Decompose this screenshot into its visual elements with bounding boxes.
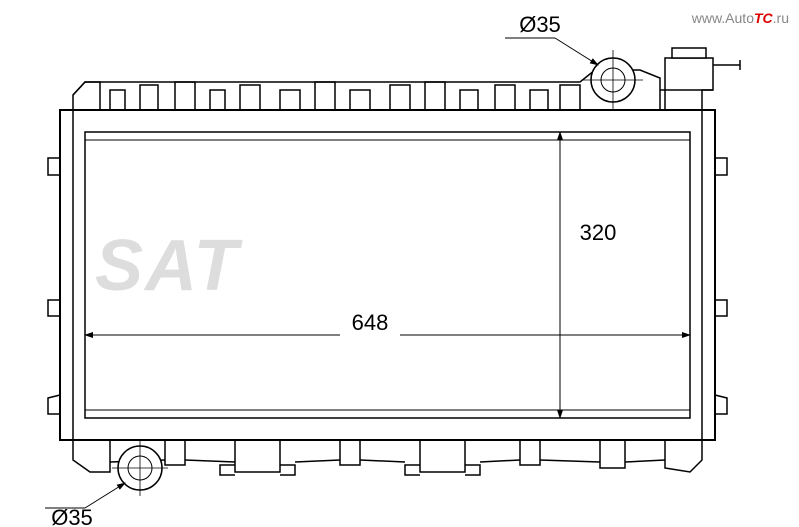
width-dimension-label: 648 (352, 310, 389, 335)
height-dimension-label: 320 (580, 220, 617, 245)
watermark-suffix: .ru (773, 10, 789, 26)
watermark-prefix: www.Auto (692, 10, 754, 26)
bottom-tank-profile (73, 440, 702, 475)
diameter-bottom-label: Ø35 (51, 505, 93, 527)
radiator-diagram: SAT (0, 0, 799, 527)
technical-drawing-svg: 648 320 Ø35 Ø35 (0, 0, 799, 527)
filler-cap (665, 58, 713, 90)
outer-frame (60, 110, 715, 440)
top-tank-profile (73, 82, 580, 110)
core-frame (85, 132, 690, 418)
watermark-highlight: TC (754, 10, 773, 26)
site-watermark: www.AutoTC.ru (692, 10, 789, 26)
diameter-top-label: Ø35 (519, 12, 561, 37)
